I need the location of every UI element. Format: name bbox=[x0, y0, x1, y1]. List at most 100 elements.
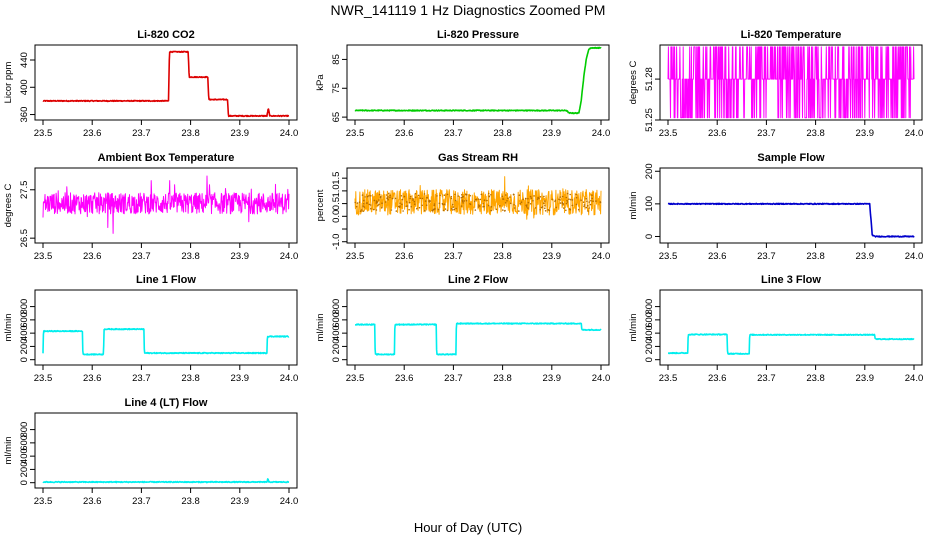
x-tick-label: 23.9 bbox=[856, 128, 875, 139]
data-point bbox=[361, 194, 364, 196]
y-tick-label: 800 bbox=[19, 422, 30, 438]
data-point bbox=[366, 195, 369, 198]
data-point bbox=[544, 204, 546, 207]
data-point bbox=[395, 210, 398, 212]
data-point bbox=[399, 202, 401, 204]
data-series-line bbox=[42, 50, 290, 118]
y-tick-label: 100 bbox=[644, 196, 655, 212]
data-point bbox=[391, 197, 394, 200]
x-tick-label: 23.7 bbox=[132, 128, 151, 139]
data-point bbox=[408, 201, 411, 204]
data-point bbox=[406, 205, 409, 207]
data-point bbox=[433, 204, 436, 207]
data-point bbox=[569, 193, 571, 196]
plot-frame bbox=[34, 289, 298, 366]
data-point bbox=[559, 202, 562, 204]
y-axis-label: degrees C bbox=[628, 60, 639, 104]
data-point bbox=[418, 206, 421, 209]
y-tick-label: 600 bbox=[19, 435, 30, 451]
data-point bbox=[442, 209, 445, 212]
data-point bbox=[355, 205, 358, 208]
x-tick-label: 23.9 bbox=[231, 373, 250, 384]
data-point bbox=[387, 196, 389, 198]
plot-frame bbox=[34, 44, 298, 121]
data-point bbox=[539, 208, 541, 211]
data-point bbox=[506, 200, 508, 202]
data-point bbox=[490, 194, 492, 196]
data-point bbox=[390, 209, 393, 211]
y-tick-label: 200 bbox=[644, 163, 655, 179]
panel-title: Li-820 Pressure bbox=[437, 29, 519, 41]
data-point bbox=[425, 204, 428, 206]
x-tick-label: 24.0 bbox=[592, 373, 611, 384]
data-series-line bbox=[667, 46, 915, 119]
data-point bbox=[588, 207, 590, 209]
y-tick-label: 200 bbox=[19, 461, 30, 477]
data-point bbox=[363, 206, 366, 208]
data-point bbox=[475, 198, 478, 201]
y-tick-label: 200 bbox=[644, 338, 655, 354]
data-point bbox=[401, 198, 404, 201]
data-point bbox=[376, 201, 379, 203]
data-point bbox=[488, 195, 491, 197]
y-tick-label: 800 bbox=[644, 299, 655, 315]
y-tick-label: 0 bbox=[19, 357, 30, 362]
data-point bbox=[401, 203, 403, 206]
data-point bbox=[368, 195, 370, 197]
y-tick-label: 51.28 bbox=[644, 67, 655, 91]
data-point bbox=[354, 201, 357, 204]
data-point bbox=[501, 195, 504, 198]
data-point bbox=[474, 209, 477, 211]
data-point bbox=[384, 201, 387, 203]
data-point bbox=[478, 204, 480, 206]
y-tick-label: 200 bbox=[331, 338, 342, 354]
data-point bbox=[562, 204, 564, 206]
x-tick-label: 23.5 bbox=[346, 128, 365, 139]
data-point bbox=[559, 196, 561, 198]
data-point bbox=[439, 194, 442, 197]
panel-title: Line 4 (LT) Flow bbox=[125, 397, 208, 409]
data-point bbox=[561, 202, 564, 204]
data-point bbox=[486, 199, 488, 202]
data-point bbox=[502, 198, 504, 200]
data-point bbox=[388, 192, 390, 195]
y-tick-label: 600 bbox=[19, 312, 30, 328]
data-series-line bbox=[667, 202, 915, 238]
data-point bbox=[539, 196, 542, 198]
data-point bbox=[436, 195, 438, 197]
panel-title: Li-820 CO2 bbox=[137, 29, 194, 41]
y-tick-label: 75 bbox=[331, 83, 342, 94]
data-point bbox=[437, 208, 440, 211]
data-point bbox=[589, 203, 592, 206]
data-point bbox=[525, 206, 528, 208]
x-tick-label: 23.7 bbox=[132, 251, 151, 262]
y-axis-label: ml/min bbox=[3, 437, 14, 465]
data-point bbox=[482, 206, 484, 208]
data-point bbox=[570, 198, 572, 201]
data-point bbox=[529, 195, 532, 198]
data-point bbox=[487, 204, 490, 207]
data-point bbox=[566, 199, 568, 202]
panel-title: Gas Stream RH bbox=[438, 152, 518, 164]
data-point bbox=[525, 204, 527, 207]
data-point bbox=[360, 209, 363, 211]
data-point bbox=[455, 207, 458, 210]
y-tick-label: 400 bbox=[19, 325, 30, 341]
data-series-line bbox=[354, 322, 602, 356]
x-tick-label: 23.6 bbox=[83, 128, 102, 139]
data-point bbox=[591, 194, 593, 196]
data-point bbox=[454, 199, 457, 202]
data-point bbox=[461, 194, 463, 196]
data-point bbox=[461, 196, 463, 199]
x-tick-label: 23.6 bbox=[395, 128, 414, 139]
data-point bbox=[403, 195, 406, 198]
panel-1: Li-820 CO2 23.5 23.6 23.7 23.8 23.9 24.0 360 400… bbox=[3, 29, 298, 139]
data-point bbox=[563, 207, 565, 209]
data-point bbox=[565, 196, 568, 199]
panel-7: Line 1 Flow 23.5 23.6 23.7 23.8 23.9 24.0 0 2004… bbox=[3, 274, 298, 384]
data-point bbox=[368, 203, 371, 206]
data-point bbox=[547, 209, 550, 211]
data-point bbox=[540, 206, 543, 209]
y-tick-label: 0.5 bbox=[331, 197, 342, 210]
data-point bbox=[452, 206, 455, 208]
